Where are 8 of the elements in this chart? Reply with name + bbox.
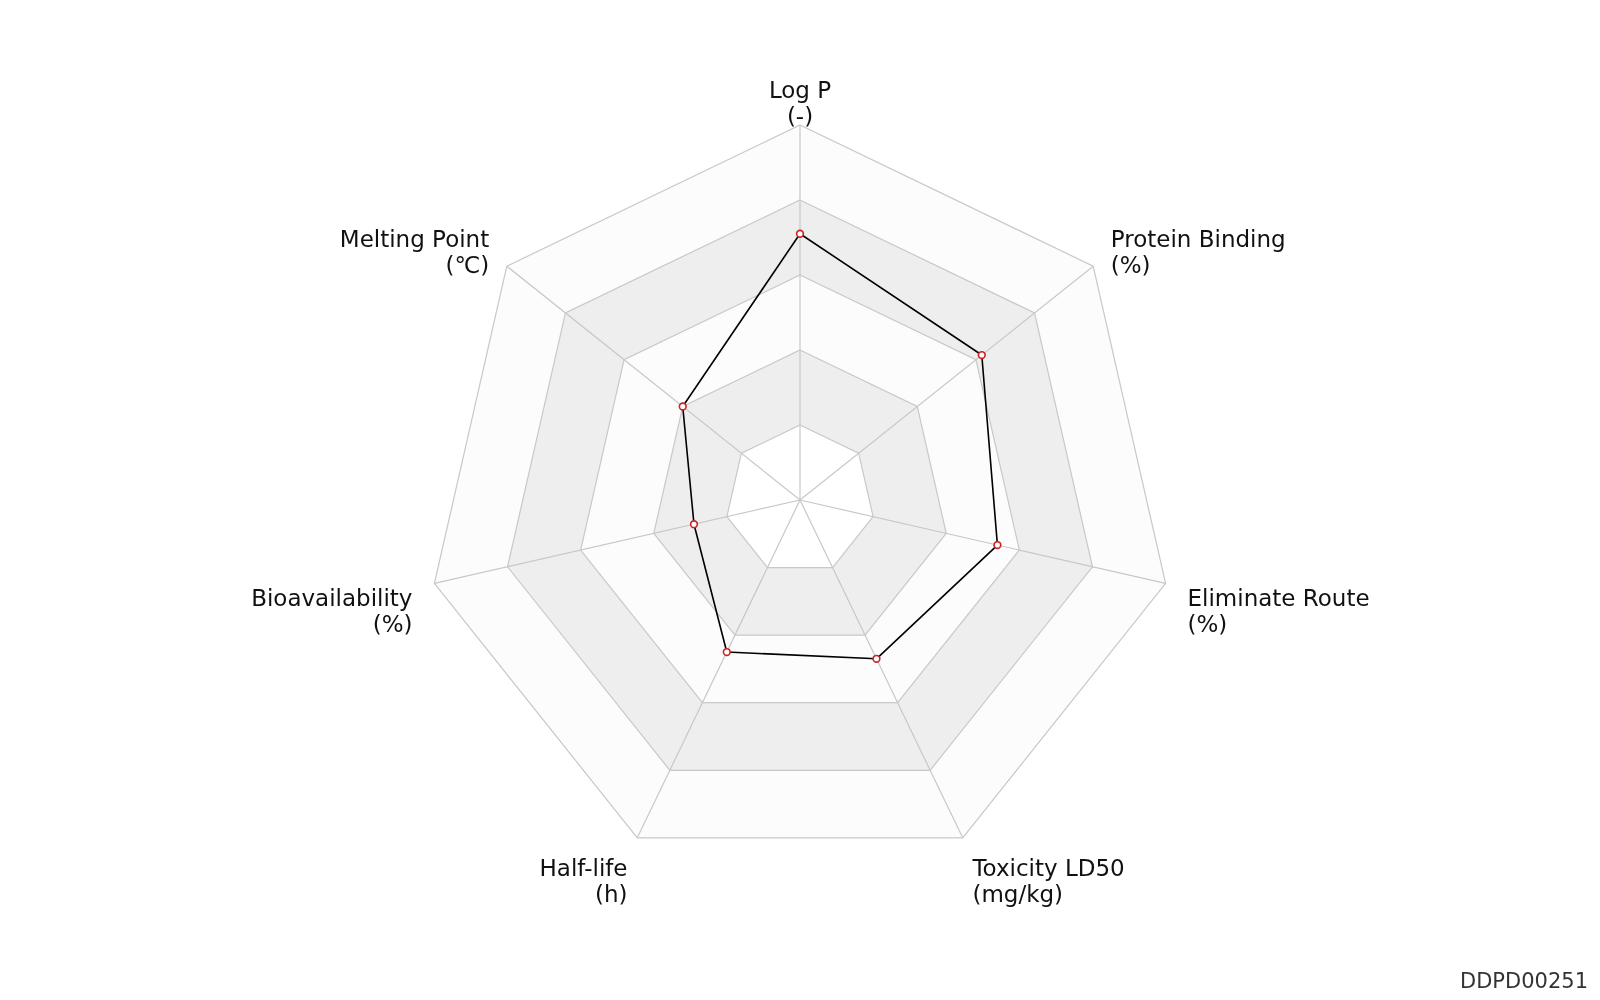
text: DDPD00251	[1460, 969, 1588, 993]
spoke-label: Eliminate Route (%)	[1187, 585, 1370, 638]
spoke-label: Melting Point (℃)	[339, 226, 490, 279]
spoke-label: Protein Binding (%)	[1110, 226, 1286, 279]
spoke-label: Bioavailability (%)	[251, 585, 413, 638]
spoke-label: Log P (-)	[768, 76, 832, 129]
spoke-label: Toxicity LD50 (mg/kg)	[971, 855, 1125, 908]
spoke-label: Half-life (h)	[539, 855, 628, 908]
